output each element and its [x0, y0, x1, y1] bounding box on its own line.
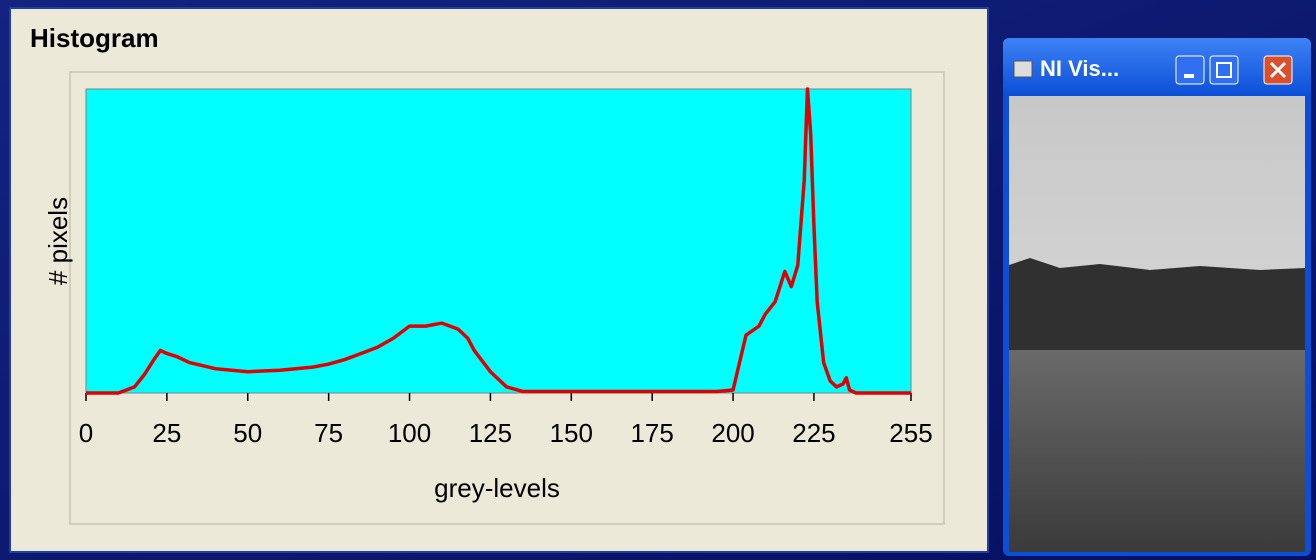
minimize-icon [1184, 74, 1194, 78]
x-axis-label: grey-levels [434, 473, 560, 503]
maximize-button[interactable] [1209, 55, 1239, 85]
x-tick-label: 150 [550, 418, 593, 448]
plot-area [85, 88, 912, 394]
window-title: NI Vis... [1040, 56, 1119, 81]
x-tick-label: 255 [889, 418, 932, 448]
image-trees [1009, 258, 1305, 350]
maximize-icon [1216, 62, 1232, 78]
image-water [1009, 350, 1305, 552]
window-icon [1013, 60, 1033, 78]
x-tick-label: 50 [233, 418, 262, 448]
y-axis-label: # pixels [43, 197, 73, 285]
minimize-button[interactable] [1175, 55, 1205, 85]
x-tick-label: 125 [469, 418, 512, 448]
x-tick-label: 175 [630, 418, 673, 448]
x-tick-label: 0 [79, 418, 93, 448]
x-tick-label: 200 [711, 418, 754, 448]
close-icon [1269, 61, 1287, 79]
panel-title: Histogram [30, 23, 159, 53]
histogram-line [86, 87, 911, 395]
x-tick-label: 25 [152, 418, 181, 448]
x-tick-label: 225 [792, 418, 835, 448]
frame [69, 71, 945, 525]
x-tick-label: 100 [388, 418, 431, 448]
x-tick-label: 75 [314, 418, 343, 448]
